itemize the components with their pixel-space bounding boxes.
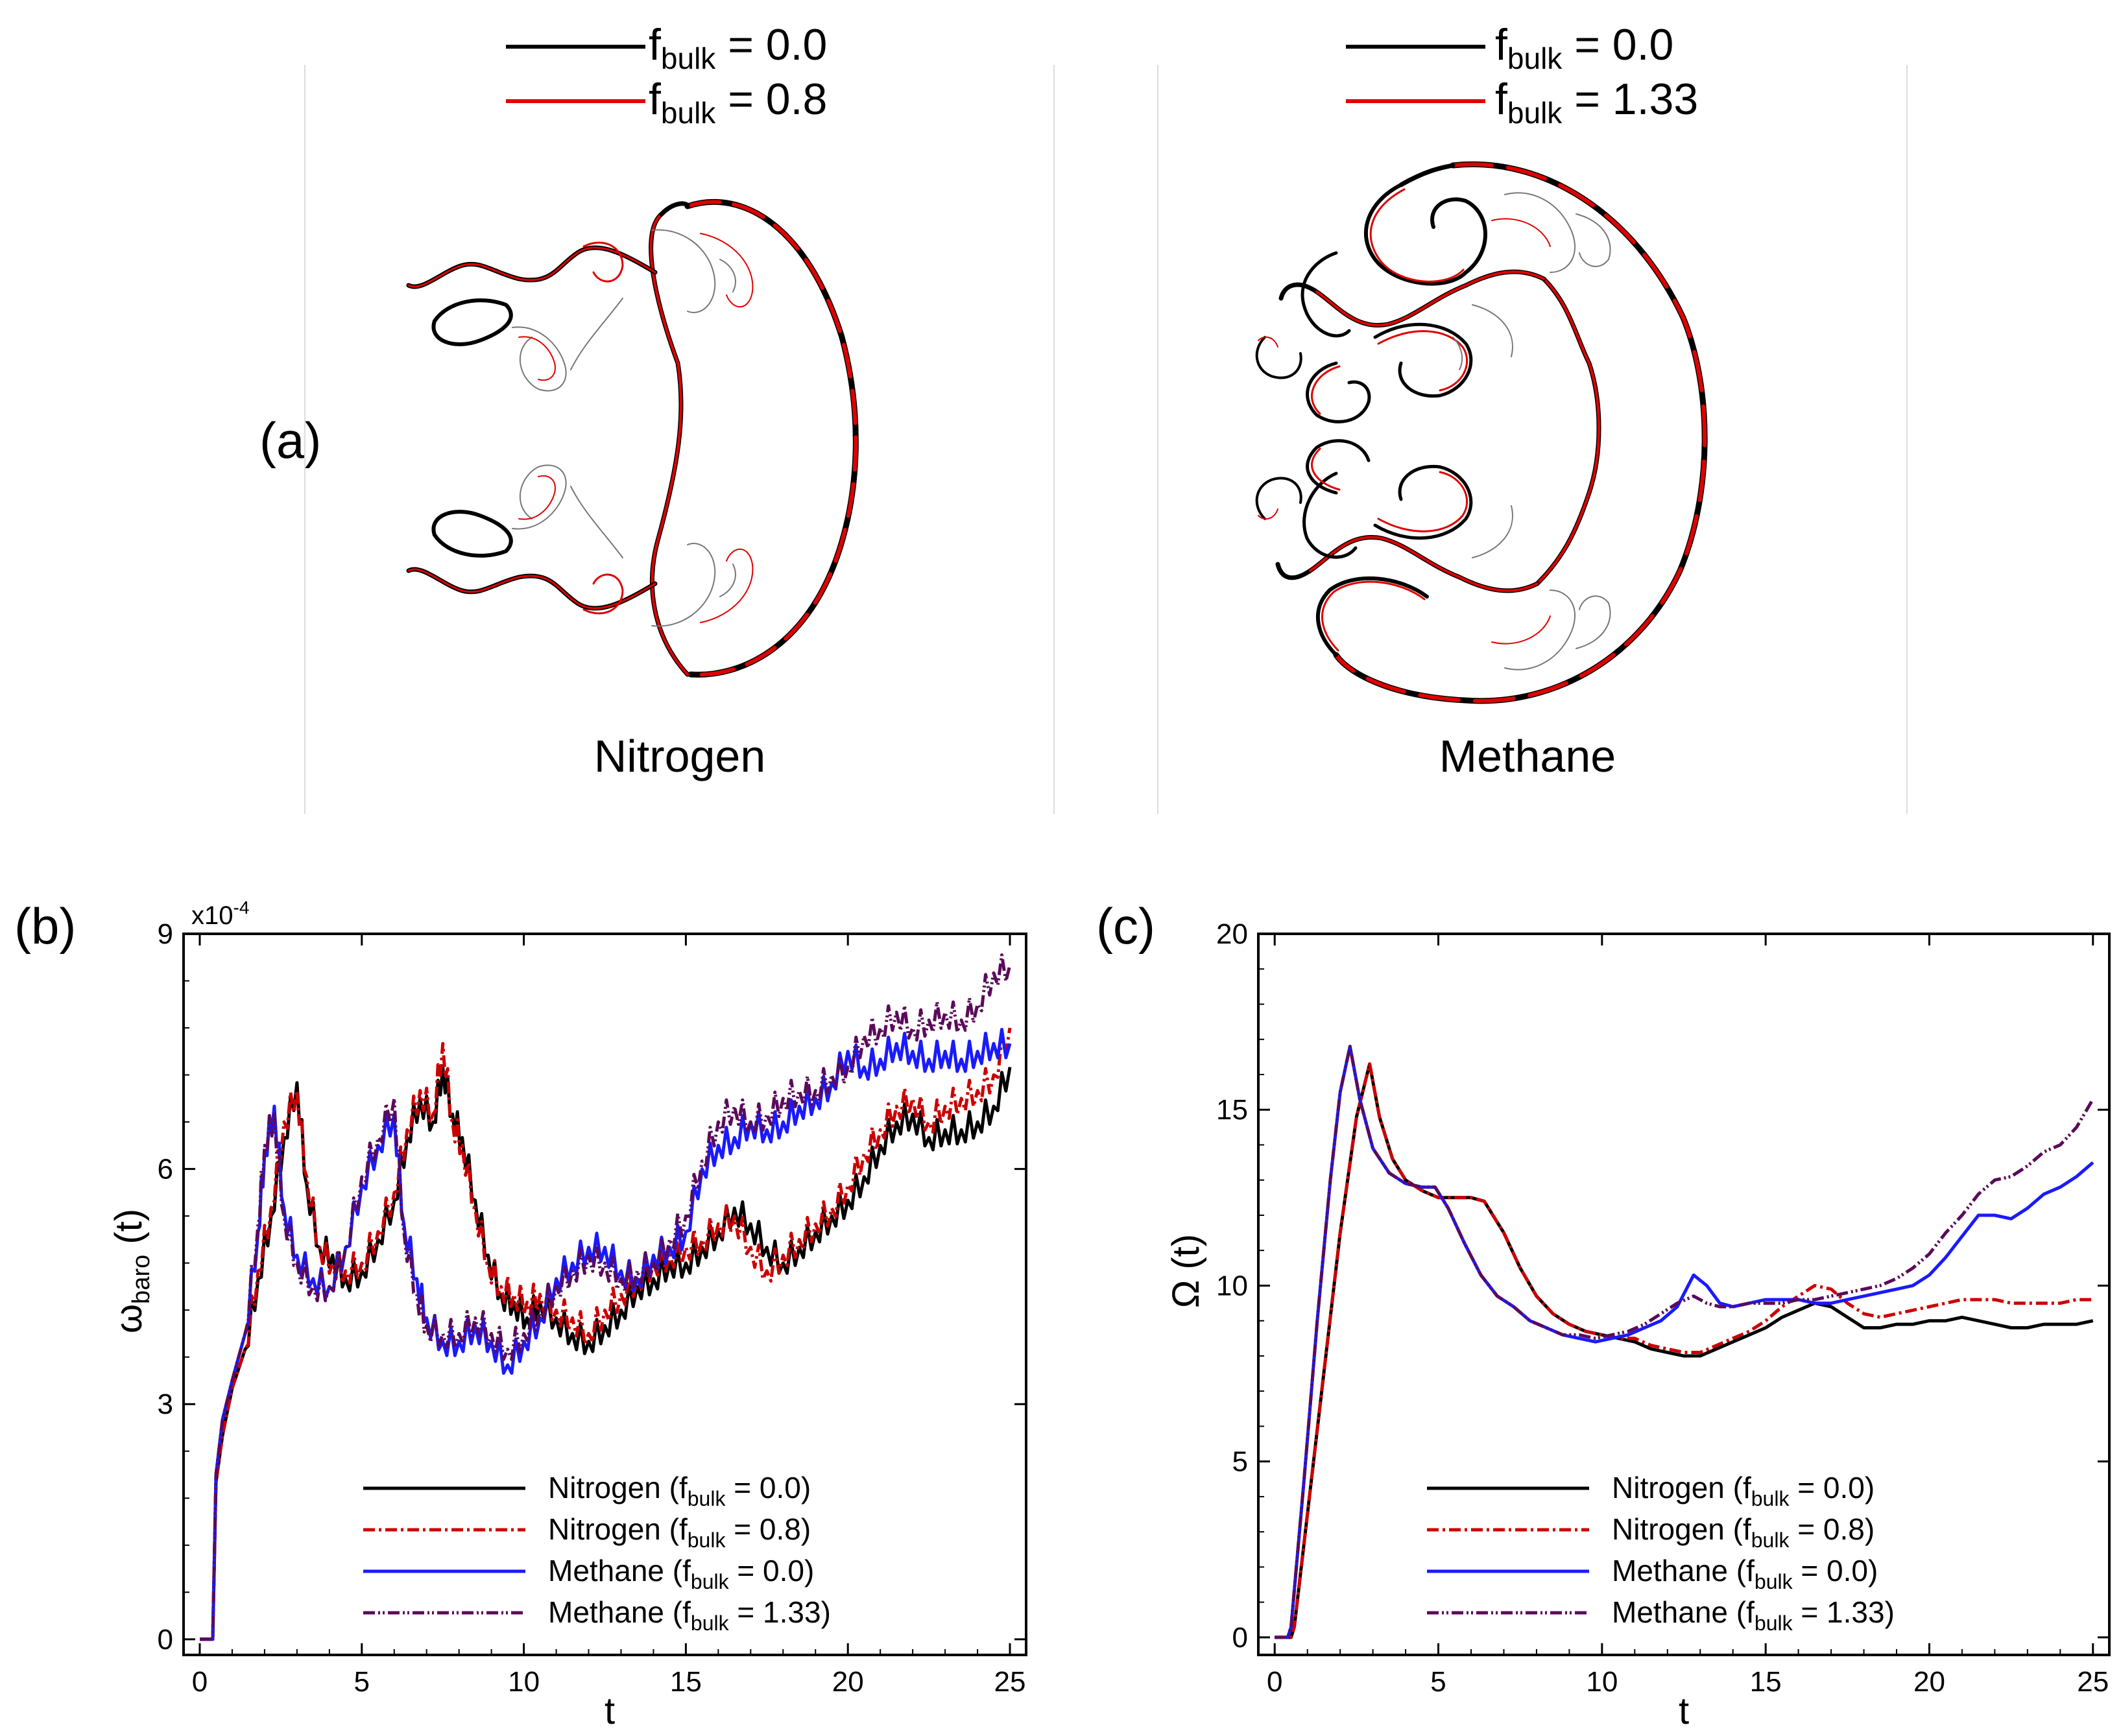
chart-c-series-line-0 xyxy=(1275,1062,2094,1639)
chart-b-xtick-label-4: 20 xyxy=(832,1666,864,1698)
chart-c-ytick-label-0: 0 xyxy=(1232,1622,1248,1654)
chart-c-ytick-label-1: 5 xyxy=(1232,1446,1248,1478)
chart-c-ytick-label-2: 10 xyxy=(1216,1270,1248,1302)
chart-b-xtick-label-1: 5 xyxy=(354,1666,370,1698)
chart-c-series-line-3 xyxy=(1275,1045,2094,1639)
chart-b-xtick-label-5: 25 xyxy=(994,1666,1026,1698)
chart-c-series-line-2 xyxy=(1275,1045,2094,1639)
chart-b-ytick-label-3: 9 xyxy=(158,918,173,950)
methane-label: Methane xyxy=(1439,731,1616,781)
chart-c-frame xyxy=(1257,933,2111,1656)
chart-b-ytick-label-2: 6 xyxy=(158,1154,173,1185)
chart-b-legend-label-0: Nitrogen (fbulk = 0.0) xyxy=(548,1471,811,1510)
chart-b-legend-label-3: Methane (fbulk = 1.33) xyxy=(548,1595,831,1635)
methane-legend-label-0: fbulk = 0.0 xyxy=(1495,20,1673,75)
chart-b-plot-area: 0 5 10 15 20 25 0 3 6 9 Nitrogen (fbulk = 0.0)Nitr… xyxy=(158,918,1027,1698)
chart-c-series-line-1 xyxy=(1275,1062,2093,1639)
nitrogen-contour-plot xyxy=(406,198,859,678)
chart-c-legend-label-2: Methane (fbulk = 0.0) xyxy=(1612,1554,1878,1593)
chart-c-legend-label-3: Methane (fbulk = 1.33) xyxy=(1612,1595,1895,1635)
chart-c-xtick-label-5: 25 xyxy=(2077,1666,2109,1698)
methane-contour-plot xyxy=(1255,161,1708,704)
chart-c-legend-label-0: Nitrogen (fbulk = 0.0) xyxy=(1612,1471,1875,1510)
chart-b-xtick-label-0: 0 xyxy=(192,1666,208,1698)
panel-a: (a) fbulk = 0.0 fbulk = 0.8 fbulk = 0.0 … xyxy=(259,20,1908,814)
chart-b-series-line-2 xyxy=(200,1028,1012,1641)
chart-c-xtick-label-4: 20 xyxy=(1913,1666,1945,1698)
chart-c-series-group xyxy=(1275,1045,2094,1639)
methane-legend-label-1: fbulk = 1.33 xyxy=(1495,75,1698,130)
chart-c-xtick-label-2: 10 xyxy=(1586,1666,1618,1698)
chart-c-legend-label-1: Nitrogen (fbulk = 0.8) xyxy=(1612,1512,1875,1552)
methane-legend: fbulk = 0.0 fbulk = 1.33 xyxy=(1346,20,1698,130)
chart-c-xlabel: t xyxy=(1679,1690,1689,1732)
chart-c-plot-area: 0 5 10 15 20 25 0 5 10 15 20 Nitrogen (fbulk = 0.0)… xyxy=(1216,918,2111,1698)
chart-b-ylabel: ωbaro (t) xyxy=(108,1209,155,1333)
nitrogen-legend-label-1: fbulk = 0.8 xyxy=(649,75,827,130)
chart-c-ylabel: Ω (t) xyxy=(1165,1234,1207,1308)
panel-b-label: (b) xyxy=(14,898,76,955)
chart-b-ytick-label-1: 3 xyxy=(158,1388,173,1420)
nitrogen-legend-label-0: fbulk = 0.0 xyxy=(649,20,827,75)
chart-b-multiplier: x10-4 xyxy=(191,898,249,930)
chart-b-legend-label-2: Methane (fbulk = 0.0) xyxy=(548,1554,814,1593)
nitrogen-legend: fbulk = 0.0 fbulk = 0.8 xyxy=(506,20,827,130)
chart-b-series-line-3 xyxy=(200,953,1012,1641)
chart-b-xtick-label-2: 10 xyxy=(508,1666,540,1698)
chart-c-ytick-label-4: 20 xyxy=(1216,918,1248,950)
chart-b-series-group xyxy=(200,953,1012,1641)
chart-b-frame xyxy=(182,933,1027,1656)
chart-c-xtick-label-3: 15 xyxy=(1750,1666,1782,1698)
chart-b-xlabel: t xyxy=(605,1690,615,1732)
chart-c-xtick-label-0: 0 xyxy=(1267,1666,1282,1698)
panel-a-label: (a) xyxy=(259,412,321,469)
chart-b-ytick-label-0: 0 xyxy=(158,1624,173,1656)
panel-c-label: (c) xyxy=(1096,898,1155,955)
chart-c: (c) 0 5 10 15 20 25 0 5 10 15 20 Nitrogen (fbulk = … xyxy=(1096,898,2111,1732)
nitrogen-label: Nitrogen xyxy=(594,731,766,781)
chart-b: (b) x10-4 0 5 10 15 20 25 0 3 6 9 Nitrogen (fbulk … xyxy=(14,898,1027,1732)
chart-b-legend-label-1: Nitrogen (fbulk = 0.8) xyxy=(548,1512,811,1552)
chart-c-ytick-label-3: 15 xyxy=(1216,1094,1248,1126)
chart-c-xtick-label-1: 5 xyxy=(1430,1666,1446,1698)
chart-b-xtick-label-3: 15 xyxy=(670,1666,702,1698)
